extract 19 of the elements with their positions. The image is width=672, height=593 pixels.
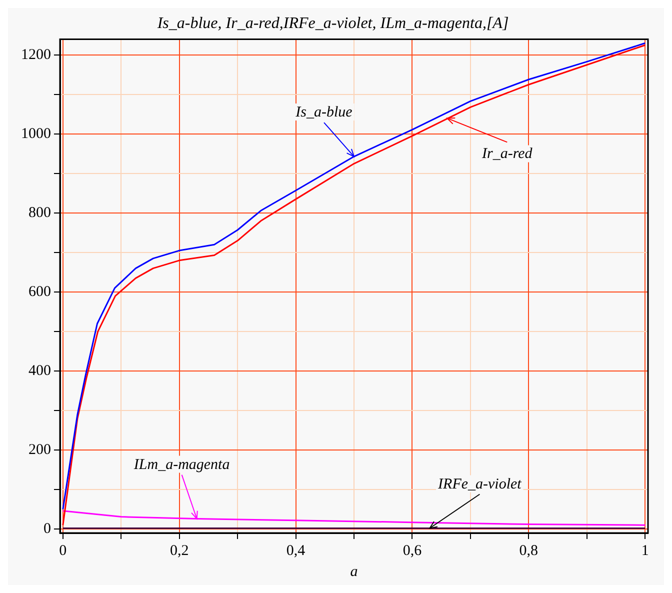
y-tick-label: 1200 [21,46,51,63]
x-tick-label: 0,8 [519,542,538,559]
y-tick-label: 0 [44,520,51,537]
x-axis-title: a [350,564,358,580]
x-tick-label: 0 [59,542,67,559]
annotation: ILm_a-magenta [132,456,230,473]
y-tick-label: 1000 [21,126,51,142]
x-tick-label: 0,2 [170,542,189,559]
y-tick-label: 800 [28,204,51,221]
annotation: IRFe_a-violet [437,476,522,492]
y-tick-label: 600 [28,284,51,300]
annotation: Ir_a-red [481,146,533,162]
y-tick-label: 400 [28,362,51,379]
x-tick-label: 0,4 [286,542,306,559]
x-tick-label: 0,6 [402,542,422,559]
annotation: Is_a-blue [294,104,353,121]
chart-title: Is_a-blue, Ir_a-red,IRFe_a-violet, ILm_a-magenta,[A] [156,14,509,32]
x-tick-label: 1 [641,542,649,559]
y-tick-label: 200 [28,442,51,458]
